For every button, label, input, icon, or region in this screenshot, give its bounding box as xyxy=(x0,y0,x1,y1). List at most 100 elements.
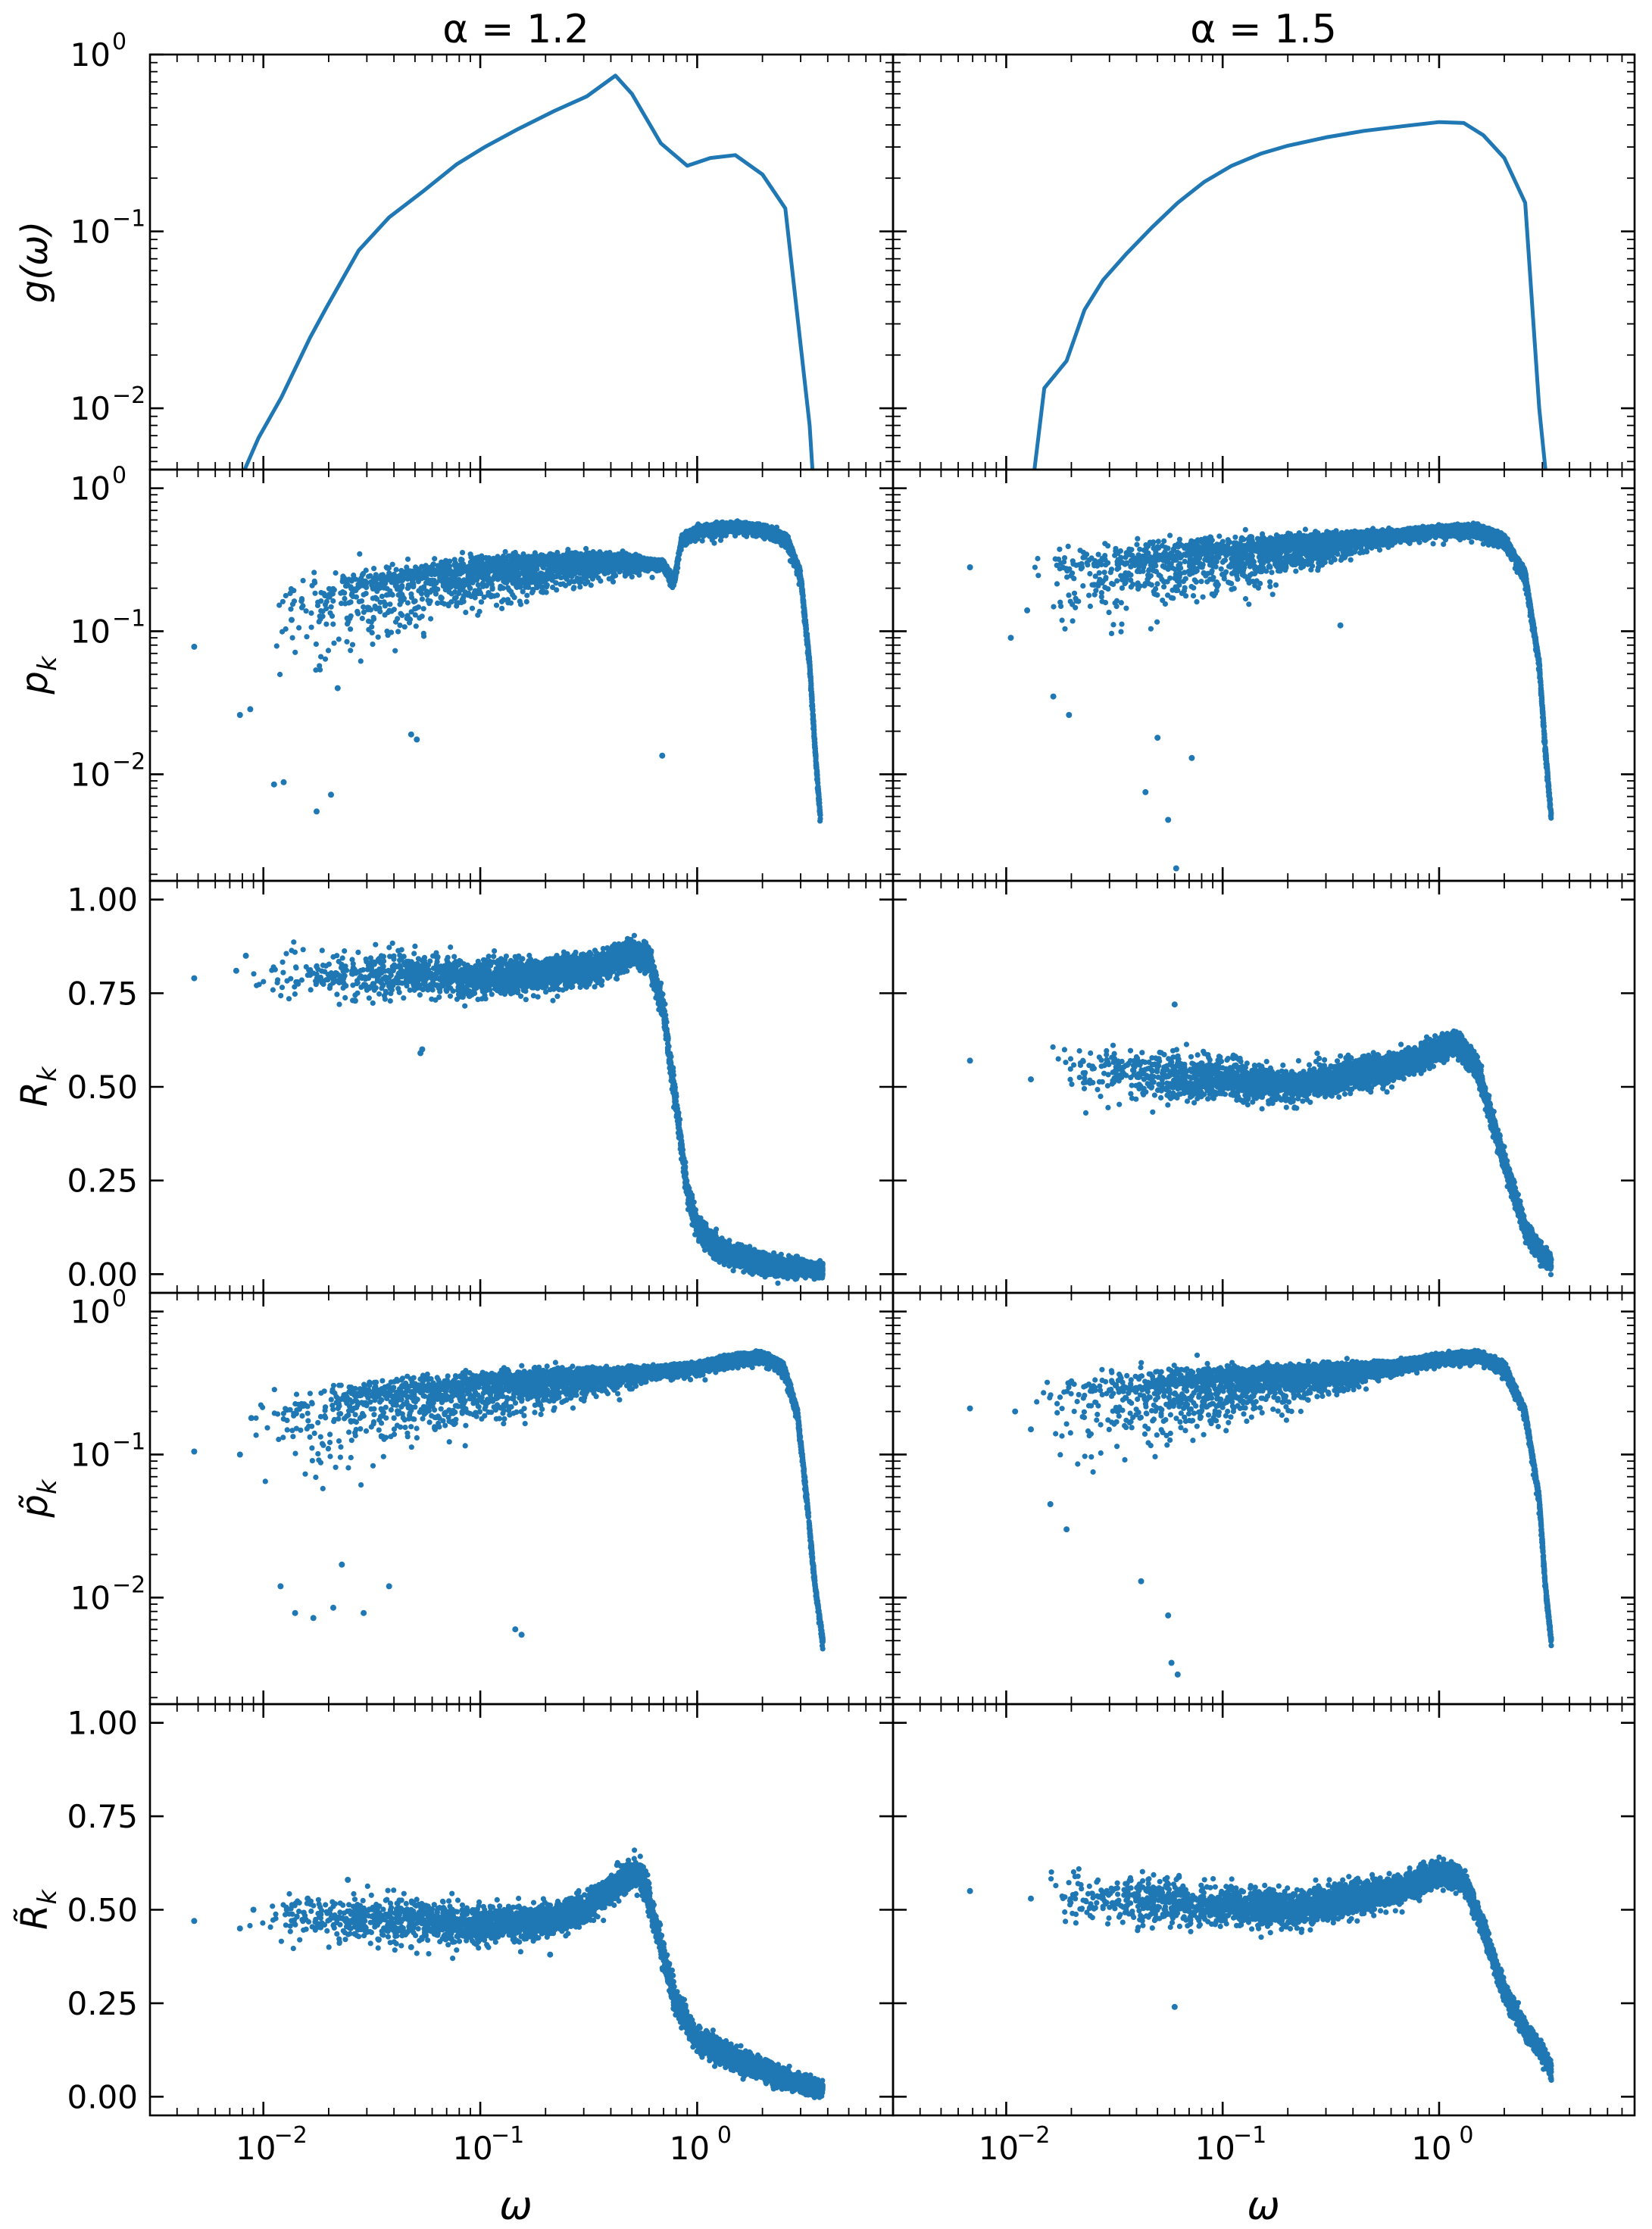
y-axis-label: g(ω) xyxy=(14,221,56,303)
scatter-point xyxy=(345,1877,351,1883)
panel-g-alpha-1.2: 10−210−110 0g(ω) xyxy=(14,29,895,471)
scatter-point xyxy=(304,1895,311,1902)
scatter-point xyxy=(242,952,249,959)
y-tick-label-exponent: −2 xyxy=(112,748,145,775)
x-ticks xyxy=(149,1293,894,1704)
y-tick-label: 10 xyxy=(70,1579,111,1616)
scatter-point xyxy=(1138,1578,1145,1584)
plot-area xyxy=(191,1348,826,1652)
scatter-point xyxy=(270,781,277,788)
axes-frame xyxy=(892,468,1636,882)
panel-g-alpha-1.5 xyxy=(892,53,1636,471)
scatter-point xyxy=(236,1925,243,1932)
scatter-point xyxy=(408,1943,414,1950)
plot-area xyxy=(967,1001,1554,1278)
scatter-point xyxy=(314,808,320,815)
y-ticks xyxy=(893,487,1635,876)
y-tick-label: 0.00 xyxy=(67,2078,138,2115)
scatter-point xyxy=(236,712,243,718)
scatter-point xyxy=(1142,788,1149,795)
scatter-point xyxy=(1028,1895,1034,1902)
y-tick-label-exponent: −1 xyxy=(112,605,145,632)
scatter-point xyxy=(1007,635,1014,642)
y-axis-label: R̃k xyxy=(13,1889,63,1930)
plot-area xyxy=(967,1347,1554,1678)
scatter-point xyxy=(351,997,358,1004)
scatter-cloud xyxy=(1050,1028,1554,1278)
y-tick-label-exponent: 0 xyxy=(112,1286,126,1313)
panel-pk-alpha-1.5 xyxy=(892,468,1636,882)
y-ticks xyxy=(893,53,1635,463)
y-ticks xyxy=(150,487,893,876)
x-tick-label: 10 xyxy=(670,2130,710,2167)
x-tick-label: 10 xyxy=(452,2130,492,2167)
scatter-point xyxy=(408,731,414,738)
axes-frame xyxy=(148,879,895,1294)
axes-frame xyxy=(892,1291,1636,1706)
axes-frame xyxy=(148,53,895,471)
scatter-point xyxy=(1171,1001,1178,1008)
scatter-point xyxy=(328,791,334,798)
series-line xyxy=(1032,120,1547,470)
y-tick-label: 10 xyxy=(70,36,111,73)
scatter-point xyxy=(247,706,254,713)
y-axis-label: pk xyxy=(14,655,63,695)
y-tick-label: 0.25 xyxy=(67,1985,138,2022)
x-tick-label-exponent: −1 xyxy=(491,2122,524,2149)
scatter-point xyxy=(339,1561,345,1568)
panel-ptilde-alpha-1.5 xyxy=(892,1291,1636,1706)
scatter-point xyxy=(310,1615,317,1622)
y-tick-label: 1.00 xyxy=(67,882,138,919)
scatter-cloud xyxy=(1048,1854,1554,2084)
scatter-point xyxy=(334,685,341,691)
y-axis-label: Rk xyxy=(14,1066,63,1107)
y-tick-label: 10 xyxy=(70,1436,111,1473)
scatter-point xyxy=(191,1918,198,1925)
scatter-point xyxy=(280,779,287,785)
x-tick-label: 10 xyxy=(1194,2130,1235,2167)
x-axis-label-right: ω xyxy=(1247,2184,1280,2229)
scatter-point xyxy=(967,1057,973,1064)
y-tick-label: 10 xyxy=(70,214,111,251)
x-tick-label: 10 xyxy=(979,2130,1019,2167)
y-ticks xyxy=(150,1722,893,2098)
x-tick-label-exponent: 0 xyxy=(1459,2122,1473,2149)
scatter-point xyxy=(289,617,295,623)
scatter-point xyxy=(375,1937,382,1943)
y-tick-label: 10 xyxy=(70,756,111,793)
x-ticks xyxy=(149,881,894,1293)
scatter-point xyxy=(236,1451,243,1458)
scatter-point xyxy=(1024,607,1031,613)
scatter-point xyxy=(386,1583,392,1590)
x-ticks xyxy=(892,470,1635,881)
plot-area xyxy=(967,1854,1554,2084)
x-tick-label-exponent: −2 xyxy=(274,2122,308,2149)
plot-area xyxy=(191,518,823,824)
scatter-point xyxy=(1047,1501,1054,1507)
y-tick-label: 10 xyxy=(70,390,111,427)
plot-area xyxy=(242,73,815,470)
scatter-point xyxy=(518,1631,525,1638)
scatter-point xyxy=(967,564,973,570)
x-ticks xyxy=(892,1704,1635,2115)
scatter-point xyxy=(292,1609,298,1616)
x-tick-label: 10 xyxy=(236,2130,276,2167)
scatter-point xyxy=(512,1626,519,1633)
series-line xyxy=(242,73,815,470)
scatter-point xyxy=(1028,1426,1034,1433)
y-ticks xyxy=(893,1722,1635,2098)
x-ticks xyxy=(892,881,1635,1293)
scatter-cloud xyxy=(1034,1347,1554,1649)
y-ticks xyxy=(150,53,893,463)
y-tick-label-exponent: −1 xyxy=(112,206,145,233)
scatter-point xyxy=(1171,2003,1178,2010)
x-ticks xyxy=(149,55,894,470)
panel-rtilde-alpha-1.2: 10−2 10−1 10 00.000.250.500.751.00R̃k xyxy=(13,1703,895,2167)
scatter-point xyxy=(1173,865,1179,872)
scatter-point xyxy=(1168,1659,1175,1666)
y-tick-label: 0.75 xyxy=(67,1798,138,1835)
scatter-point xyxy=(1174,1671,1181,1678)
axes-frame xyxy=(148,1291,895,1706)
panel-ptilde-alpha-1.2: 10−210−110 0p̃k xyxy=(14,1286,895,1706)
